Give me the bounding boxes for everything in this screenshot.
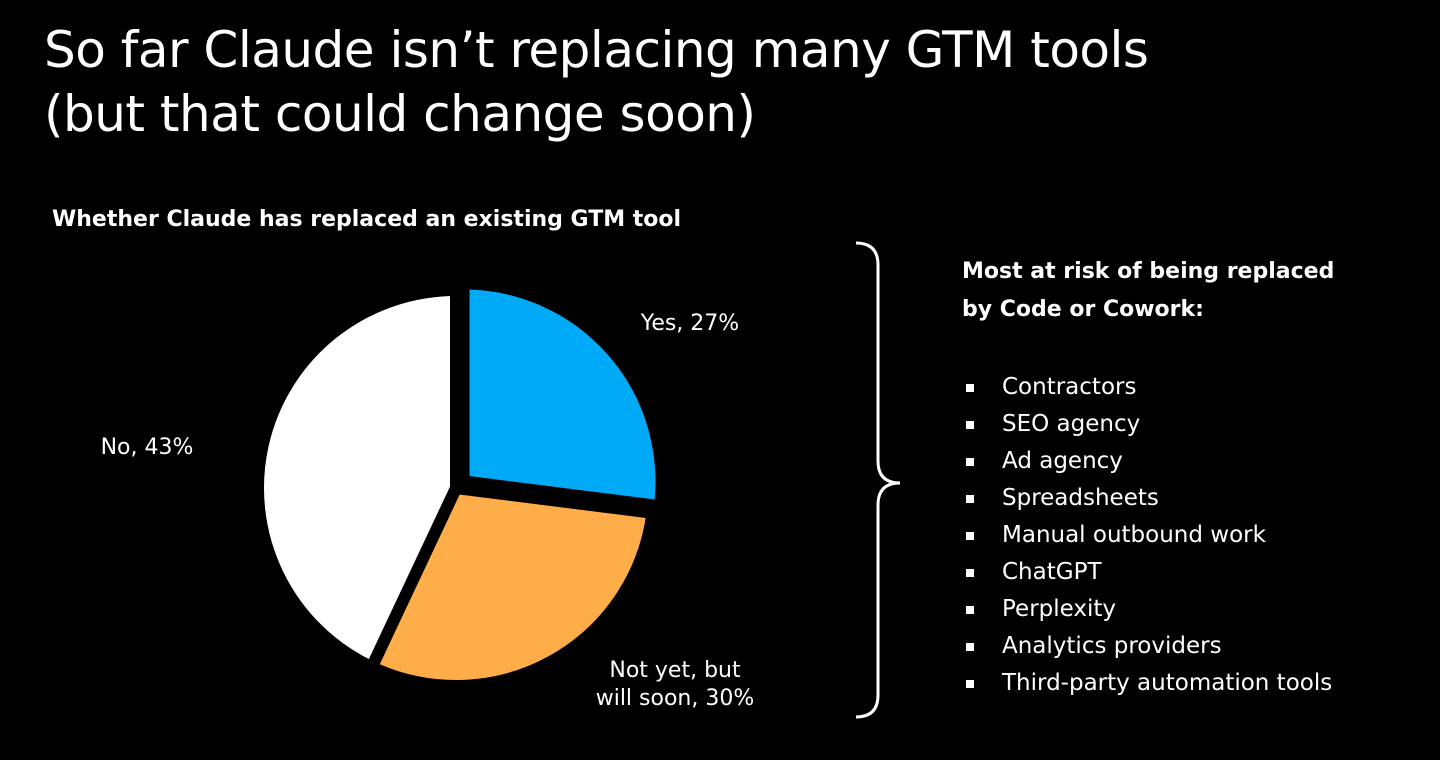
- list-item: ChatGPT: [962, 554, 1422, 591]
- list-item: Ad agency: [962, 443, 1422, 480]
- square-bullet-icon: [966, 680, 974, 688]
- risk-item-label: Analytics providers: [1002, 633, 1222, 659]
- square-bullet-icon: [966, 569, 974, 577]
- list-item: Manual outbound work: [962, 517, 1422, 554]
- list-item: Spreadsheets: [962, 480, 1422, 517]
- risk-heading: Most at risk of being replaced by Code o…: [962, 253, 1422, 329]
- pie-data-label: Not yet, but will soon, 30%: [596, 658, 755, 711]
- pie-slices: [252, 277, 668, 692]
- pie-data-label-line: will soon, 30%: [596, 686, 755, 711]
- pie-slice-not-yet-but-will-soon: [363, 481, 660, 692]
- list-item: SEO agency: [962, 406, 1422, 443]
- risk-item-label: Contractors: [1002, 374, 1137, 400]
- pie-labels: Yes, 27% Not yet, but will soon, 30% No, 43…: [101, 311, 755, 711]
- slide-title: So far Claude isn’t replacing many GTM t…: [44, 18, 1404, 146]
- risk-item-label: ChatGPT: [1002, 559, 1102, 585]
- risk-item-label: Perplexity: [1002, 596, 1117, 622]
- risk-heading-line-2: by Code or Cowork:: [962, 297, 1204, 322]
- pie-data-label-line: Yes, 27%: [640, 311, 739, 336]
- list-item: Third-party automation tools: [962, 665, 1422, 702]
- slide-title-line-2: (but that could change soon): [44, 85, 756, 143]
- right-curly-brace: [855, 241, 900, 719]
- chart-title: Whether Claude has replaced an existing …: [52, 207, 682, 232]
- pie-data-label-line: Not yet, but: [609, 658, 741, 683]
- pie-data-label-line: No, 43%: [101, 435, 194, 460]
- pie-data-label: No, 43%: [101, 435, 194, 460]
- square-bullet-icon: [966, 643, 974, 651]
- square-bullet-icon: [966, 384, 974, 392]
- risk-item-label: Third-party automation tools: [1002, 670, 1333, 696]
- pie-slice-yes: [457, 277, 668, 513]
- square-bullet-icon: [966, 421, 974, 429]
- pie-data-label: Yes, 27%: [640, 311, 739, 336]
- risk-list: Contractors SEO agency Ad agency Spreads…: [962, 369, 1422, 702]
- risk-item-label: SEO agency: [1002, 411, 1141, 437]
- slide-title-line-1: So far Claude isn’t replacing many GTM t…: [44, 21, 1149, 79]
- risk-panel: Most at risk of being replaced by Code o…: [962, 253, 1422, 702]
- square-bullet-icon: [966, 495, 974, 503]
- square-bullet-icon: [966, 532, 974, 540]
- risk-heading-line-1: Most at risk of being replaced: [962, 259, 1335, 284]
- risk-item-label: Manual outbound work: [1002, 522, 1266, 548]
- list-item: Perplexity: [962, 591, 1422, 628]
- risk-item-label: Ad agency: [1002, 448, 1123, 474]
- square-bullet-icon: [966, 606, 974, 614]
- pie-slice-no: [252, 283, 462, 676]
- list-item: Contractors: [962, 369, 1422, 406]
- list-item: Analytics providers: [962, 628, 1422, 665]
- risk-item-label: Spreadsheets: [1002, 485, 1159, 511]
- square-bullet-icon: [966, 458, 974, 466]
